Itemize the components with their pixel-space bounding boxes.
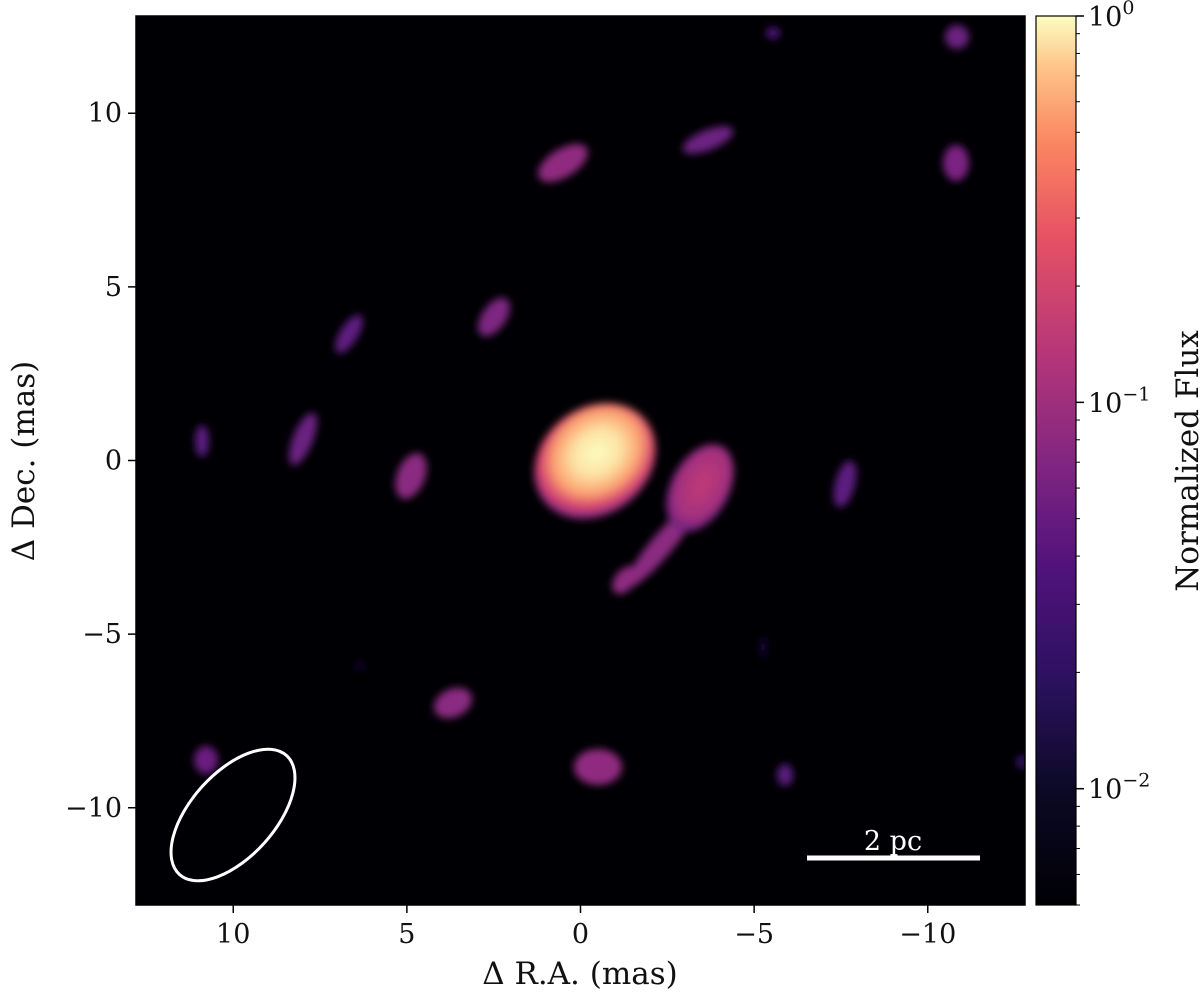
scale-bar-label: 2 pc: [864, 826, 922, 857]
component-knot: [760, 637, 766, 657]
x-tick-label: 5: [398, 919, 415, 950]
beam-ellipse: [169, 747, 297, 883]
component-knot: [682, 126, 734, 154]
component-knot: [433, 687, 473, 719]
colorbar-tick-label: 10−2: [1088, 770, 1150, 806]
component-knot: [478, 297, 510, 337]
colorbar-tick-label: 10−1: [1088, 383, 1150, 419]
y-tick-label: 5: [105, 272, 122, 303]
x-tick-label: −10: [899, 919, 956, 950]
component-knot: [777, 764, 793, 786]
y-axis: −10 −5 0 5 10 Δ Dec. (mas): [6, 98, 136, 824]
x-axis-title: Δ R.A. (mas): [482, 956, 678, 992]
component-knot: [1017, 755, 1025, 769]
component-knot: [195, 425, 209, 457]
colorbar: 100 10−1 10−2 Normalized Flux: [1035, 0, 1200, 906]
x-tick-label: −5: [734, 919, 774, 950]
y-tick-label: −5: [82, 619, 122, 650]
component-knot: [833, 460, 857, 508]
component-knot: [574, 749, 622, 785]
component-knot: [289, 412, 317, 466]
colorbar-gradient: [1035, 15, 1077, 906]
component-knot: [355, 663, 365, 669]
y-axis-title: Δ Dec. (mas): [6, 361, 42, 562]
y-tick-label: −10: [65, 793, 122, 824]
component-jet-tail: [612, 566, 638, 594]
y-tick-label: 0: [105, 446, 122, 477]
component-knot: [335, 314, 363, 354]
colorbar-tick-label: 100: [1088, 0, 1134, 33]
x-tick-label: 0: [572, 919, 589, 950]
component-knot: [395, 453, 427, 499]
component-knot: [945, 25, 969, 49]
component-core: [534, 403, 656, 519]
component-knot: [766, 27, 780, 39]
image-components: [194, 25, 1025, 786]
component-jet-knot: [666, 444, 734, 532]
component-knot: [943, 145, 969, 181]
x-axis: 10 5 0 −5 −10 Δ R.A. (mas): [216, 905, 956, 992]
component-knot: [538, 143, 588, 183]
colorbar-title: Normalized Flux: [1170, 330, 1200, 592]
y-tick-label: 10: [88, 98, 122, 129]
component-knot: [194, 746, 218, 774]
x-tick-label: 10: [216, 919, 250, 950]
